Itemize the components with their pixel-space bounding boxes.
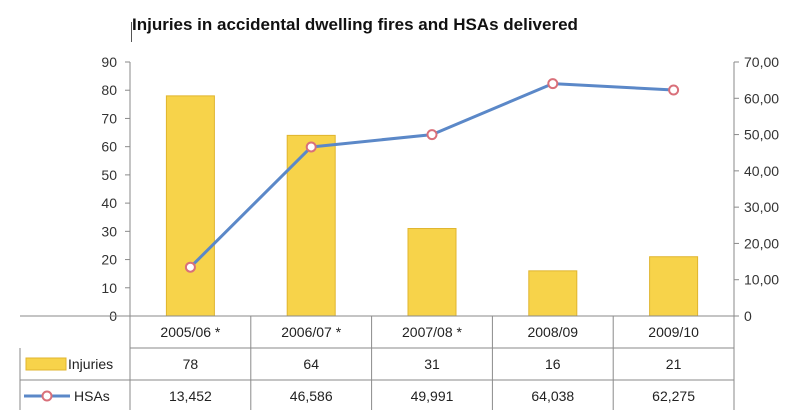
bar-injuries: [165, 95, 215, 317]
right-tick-label: 40,00: [744, 163, 779, 179]
point-hsas: [426, 129, 438, 141]
right-tick-label: 70,00: [744, 54, 779, 70]
right-tick-label: 60,00: [744, 90, 779, 106]
left-tick-label: 60: [101, 139, 117, 155]
category-label: 2005/06 *: [160, 324, 220, 340]
chart-title: Injuries in accidental dwelling fires an…: [132, 15, 578, 34]
point-hsas: [305, 141, 317, 153]
left-tick-label: 70: [101, 110, 117, 126]
category-label: 2007/08 *: [402, 324, 462, 340]
table-value-injuries: 31: [424, 356, 440, 372]
legend-marker-hsas: [41, 390, 53, 402]
category-label: 2009/10: [648, 324, 699, 340]
left-tick-label: 90: [101, 54, 117, 70]
bar-injuries: [649, 256, 699, 317]
left-tick-label: 40: [101, 195, 117, 211]
title-marker: [131, 22, 132, 42]
table-value-hsas: 13,452: [169, 388, 212, 404]
table-value-injuries: 78: [183, 356, 199, 372]
right-tick-label: 50,00: [744, 127, 779, 143]
legend-label-hsas: HSAs: [74, 388, 110, 404]
point-hsas: [184, 261, 196, 273]
bar-injuries: [528, 270, 578, 317]
left-tick-label: 50: [101, 167, 117, 183]
table-value-injuries: 16: [545, 356, 561, 372]
legend-swatch-injuries: [25, 357, 67, 371]
point-hsas: [668, 84, 680, 96]
bar-injuries: [407, 228, 457, 317]
left-tick-label: 20: [101, 252, 117, 268]
table-value-hsas: 64,038: [531, 388, 574, 404]
left-tick-label: 10: [101, 280, 117, 296]
point-hsas: [547, 78, 559, 90]
legend-label-injuries: Injuries: [68, 356, 113, 372]
category-label: 2006/07 *: [281, 324, 341, 340]
right-tick-label: 20,00: [744, 235, 779, 251]
table-value-hsas: 46,586: [290, 388, 333, 404]
bar-injuries: [286, 134, 336, 317]
right-tick-label: 30,00: [744, 199, 779, 215]
right-tick-label: 0: [744, 308, 752, 324]
table-value-hsas: 62,275: [652, 388, 695, 404]
right-tick-label: 10,00: [744, 272, 779, 288]
left-tick-label: 30: [101, 223, 117, 239]
table-value-injuries: 21: [666, 356, 682, 372]
category-label: 2008/09: [527, 324, 578, 340]
table-value-injuries: 64: [303, 356, 319, 372]
left-tick-label: 80: [101, 82, 117, 98]
table-value-hsas: 49,991: [411, 388, 454, 404]
